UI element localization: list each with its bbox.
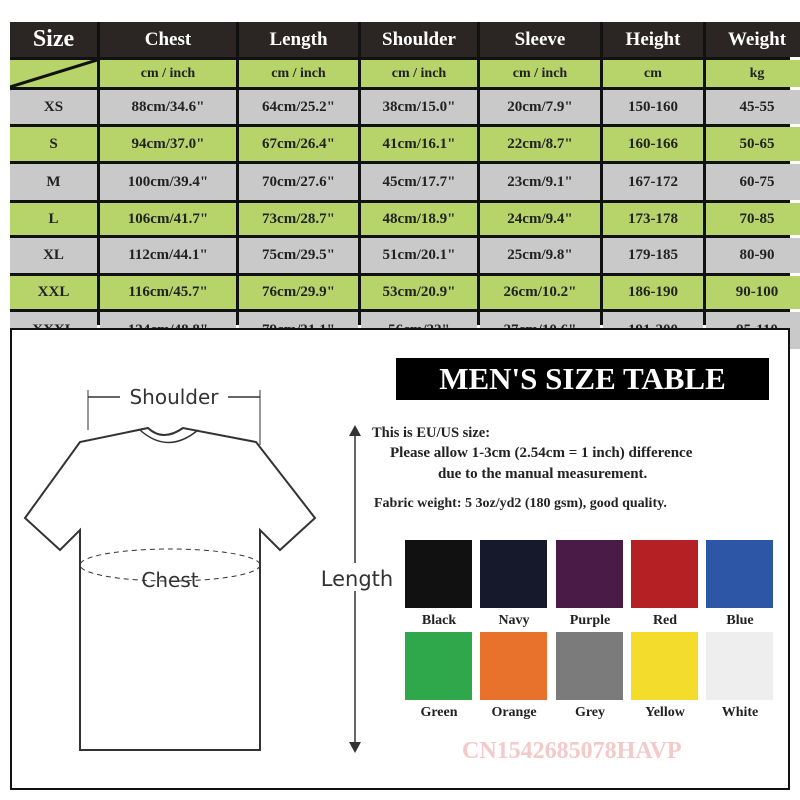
table-cell: 23cm/9.1" [480,164,600,200]
table-cell: 160-166 [603,127,703,161]
info-line-2: Please allow 1-3cm (2.54cm = 1 inch) dif… [390,445,693,461]
header-size: Size [10,22,97,57]
size-table: Size Chest Length Shoulder Sleeve Height Weigh… [10,22,800,349]
swatch-label: Red [652,613,678,628]
info-line-3: due to the manual measurement. [438,466,648,482]
table-cell: 22cm/8.7" [480,127,600,161]
swatch-navy [480,540,547,608]
tshirt-outline [23,426,317,751]
table-cell: 173-178 [603,203,703,235]
size-cell: XS [10,90,97,124]
table-cell: 80-90 [706,238,800,273]
size-cell: XL [10,238,97,273]
header-shoulder: Shoulder [361,22,477,57]
swatch-green [405,632,472,700]
size-table-title: MEN'S SIZE TABLE [396,358,769,400]
chest-label: Chest [141,568,198,592]
header-weight: Weight [706,22,800,57]
table-cell: 24cm/9.4" [480,203,600,235]
swatch-white [706,632,773,700]
swatch-red [631,540,698,608]
info-line-4: Fabric weight: 5 3oz/yd2 (180 gsm), good… [374,496,667,511]
unit-cell: cm [603,60,703,87]
length-label: Length [321,567,393,591]
swatch-label: Blue [726,613,754,628]
table-cell: 90-100 [706,276,800,309]
table-cell: 88cm/34.6" [100,90,236,124]
size-cell: S [10,127,97,161]
header-length: Length [239,22,358,57]
tshirt-diagram: Shoulder Chest Length [23,385,393,753]
table-cell: 70cm/27.6" [239,164,358,200]
table-cell: 50-65 [706,127,800,161]
table-cell: 45cm/17.7" [361,164,477,200]
table-cell: 167-172 [603,164,703,200]
swatch-label: Black [421,613,457,628]
size-cell: L [10,203,97,235]
chest-ellipse [79,548,261,582]
swatch-label: Yellow [645,705,685,720]
header-height: Height [603,22,703,57]
table-cell: 106cm/41.7" [100,203,236,235]
info-line-1: This is EU/US size: [372,425,491,441]
swatch-yellow [631,632,698,700]
unit-cell: cm / inch [100,60,236,87]
swatch-orange [480,632,547,700]
table-cell: 51cm/20.1" [361,238,477,273]
table-cell: 20cm/7.9" [480,90,600,124]
table-cell: 53cm/20.9" [361,276,477,309]
table-cell: 60-75 [706,164,800,200]
table-cell: 41cm/16.1" [361,127,477,161]
table-cell: 186-190 [603,276,703,309]
swatch-label: White [721,705,759,720]
table-cell: 75cm/29.5" [239,238,358,273]
swatch-label: Purple [569,613,611,628]
table-cell: 150-160 [603,90,703,124]
table-cell: 73cm/28.7" [239,203,358,235]
swatch-purple [556,540,623,608]
table-cell: 100cm/39.4" [100,164,236,200]
table-cell: 25cm/9.8" [480,238,600,273]
unit-cell: cm / inch [361,60,477,87]
watermark: CN1542685078HAVP [462,738,682,764]
size-cell: XXL [10,276,97,309]
unit-cell: cm / inch [239,60,358,87]
unit-cell: kg [706,60,800,87]
diagonal-line [10,60,97,87]
table-cell: 116cm/45.7" [100,276,236,309]
swatch-label: Green [420,705,458,720]
table-cell: 38cm/15.0" [361,90,477,124]
table-cell: 94cm/37.0" [100,127,236,161]
table-cell: 48cm/18.9" [361,203,477,235]
unit-cell: cm / inch [480,60,600,87]
table-cell: 26cm/10.2" [480,276,600,309]
swatch-blue [706,540,773,608]
shoulder-label: Shoulder [129,385,219,409]
table-cell: 70-85 [706,203,800,235]
table-cell: 179-185 [603,238,703,273]
table-cell: 76cm/29.9" [239,276,358,309]
swatch-label: Orange [491,705,537,720]
header-sleeve: Sleeve [480,22,600,57]
swatch-label: Grey [574,705,606,720]
swatch-label: Navy [498,613,530,628]
size-cell: M [10,164,97,200]
table-cell: 67cm/26.4" [239,127,358,161]
header-chest: Chest [100,22,236,57]
swatch-black [405,540,472,608]
table-cell: 45-55 [706,90,800,124]
swatch-grey [556,632,623,700]
diagonal-cell [10,60,97,87]
table-cell: 112cm/44.1" [100,238,236,273]
table-cell: 64cm/25.2" [239,90,358,124]
